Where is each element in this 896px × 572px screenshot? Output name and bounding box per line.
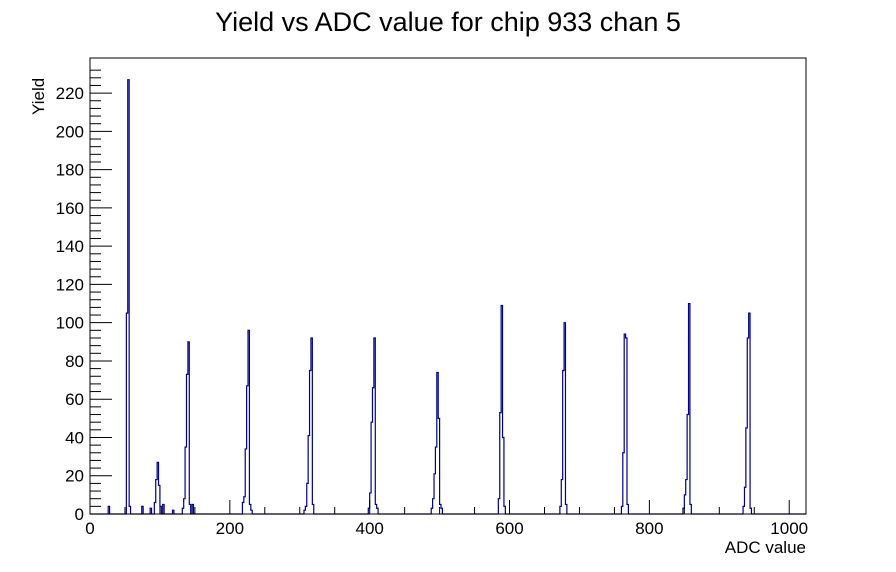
- y-tick-label: 80: [65, 352, 84, 371]
- x-tick-label: 600: [495, 519, 523, 538]
- y-tick-label: 200: [56, 122, 84, 141]
- y-tick-label: 160: [56, 199, 84, 218]
- x-tick-label: 800: [635, 519, 663, 538]
- y-tick-label: 100: [56, 314, 84, 333]
- x-tick-label: 400: [356, 519, 384, 538]
- y-tick-label: 220: [56, 84, 84, 103]
- y-tick-label: 140: [56, 237, 84, 256]
- y-axis-title: Yield: [29, 77, 48, 115]
- y-tick-label: 0: [75, 505, 84, 524]
- y-tick-label: 60: [65, 390, 84, 409]
- x-tick-label: 200: [216, 519, 244, 538]
- y-tick-label: 40: [65, 428, 84, 447]
- x-tick-label: 0: [85, 519, 94, 538]
- histogram-line: [90, 79, 806, 515]
- x-tick-label: 1000: [770, 519, 808, 538]
- chart-title: Yield vs ADC value for chip 933 chan 5: [215, 7, 681, 37]
- x-axis-title: ADC value: [724, 538, 806, 557]
- y-tick-label: 180: [56, 161, 84, 180]
- y-tick-label: 120: [56, 275, 84, 294]
- plot-frame: [89, 57, 807, 515]
- y-tick-label: 20: [65, 467, 84, 486]
